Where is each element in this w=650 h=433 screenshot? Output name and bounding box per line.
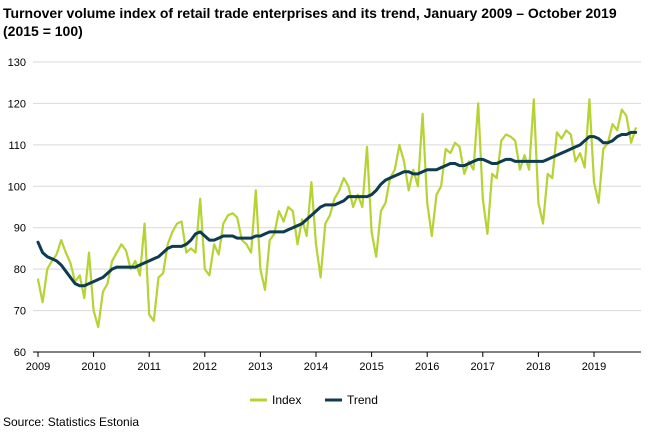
x-tick-label: 2012	[193, 361, 217, 373]
x-tick-label: 2019	[582, 361, 606, 373]
x-tick-label: 2009	[26, 361, 50, 373]
x-tick-label: 2010	[81, 361, 105, 373]
y-tick-label: 130	[8, 57, 26, 69]
series-line-index	[36, 98, 637, 329]
y-tick-label: 90	[14, 223, 26, 235]
x-tick-label: 2013	[248, 361, 272, 373]
y-tick-label: 120	[8, 98, 26, 110]
y-tick-label: 60	[14, 347, 26, 359]
legend-label-index: Index	[272, 393, 301, 407]
series-line-trend	[36, 130, 638, 288]
x-tick-label: 2018	[526, 361, 550, 373]
x-tick-label: 2017	[471, 361, 495, 373]
series-lines	[36, 98, 638, 329]
x-tick-label: 2011	[137, 361, 161, 373]
gridlines	[33, 61, 641, 312]
legend-label-trend: Trend	[347, 393, 378, 407]
y-tick-label: 100	[8, 181, 26, 193]
y-tick-label: 80	[14, 264, 26, 276]
y-tick-label: 110	[8, 140, 26, 152]
y-tick-label: 70	[14, 306, 26, 318]
chart-title: Turnover volume index of retail trade en…	[3, 5, 617, 39]
x-tick-label: 2016	[415, 361, 439, 373]
legend: Index Trend	[250, 393, 378, 407]
x-axis-ticks: 2009 2010 2011 2012 2013 2014 2015 2016 2017 2018…	[26, 352, 606, 373]
x-tick-label: 2014	[304, 361, 328, 373]
x-tick-label: 2015	[359, 361, 383, 373]
y-axis-ticks: 60 70 80 90 100 110 120 130	[8, 57, 26, 359]
source-note: Source: Statistics Estonia	[3, 415, 140, 429]
